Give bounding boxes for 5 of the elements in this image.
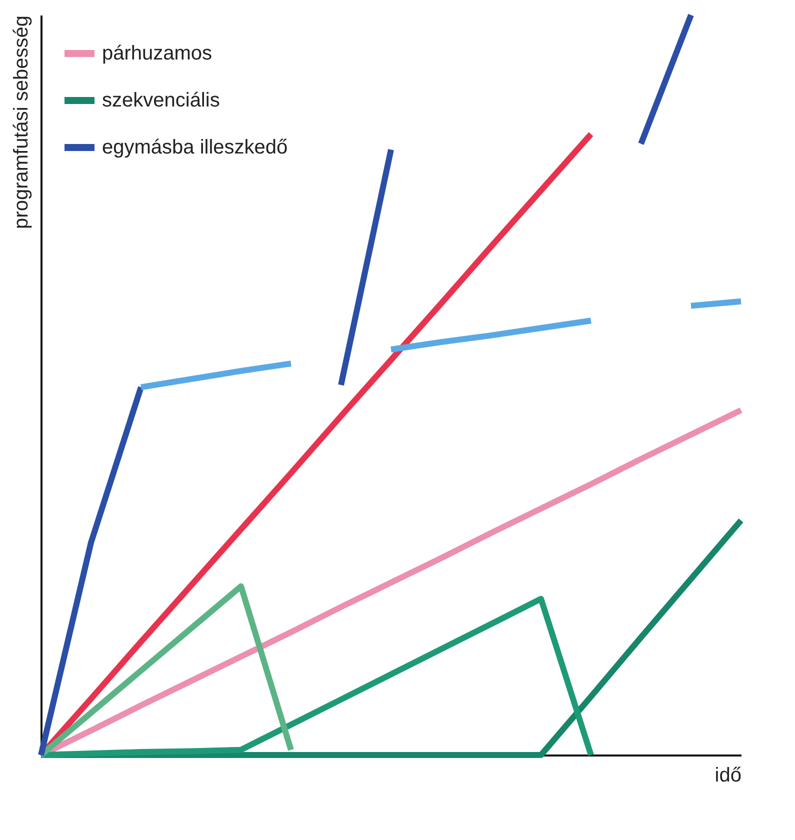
y-axis-title: programfutási sebesség	[10, 16, 32, 229]
legend-label: párhuzamos	[102, 42, 212, 64]
legend-label: szekvenciális	[102, 90, 220, 112]
legend-label: egymásba illeszkedő	[102, 136, 288, 158]
x-axis-title: idő	[714, 764, 742, 786]
